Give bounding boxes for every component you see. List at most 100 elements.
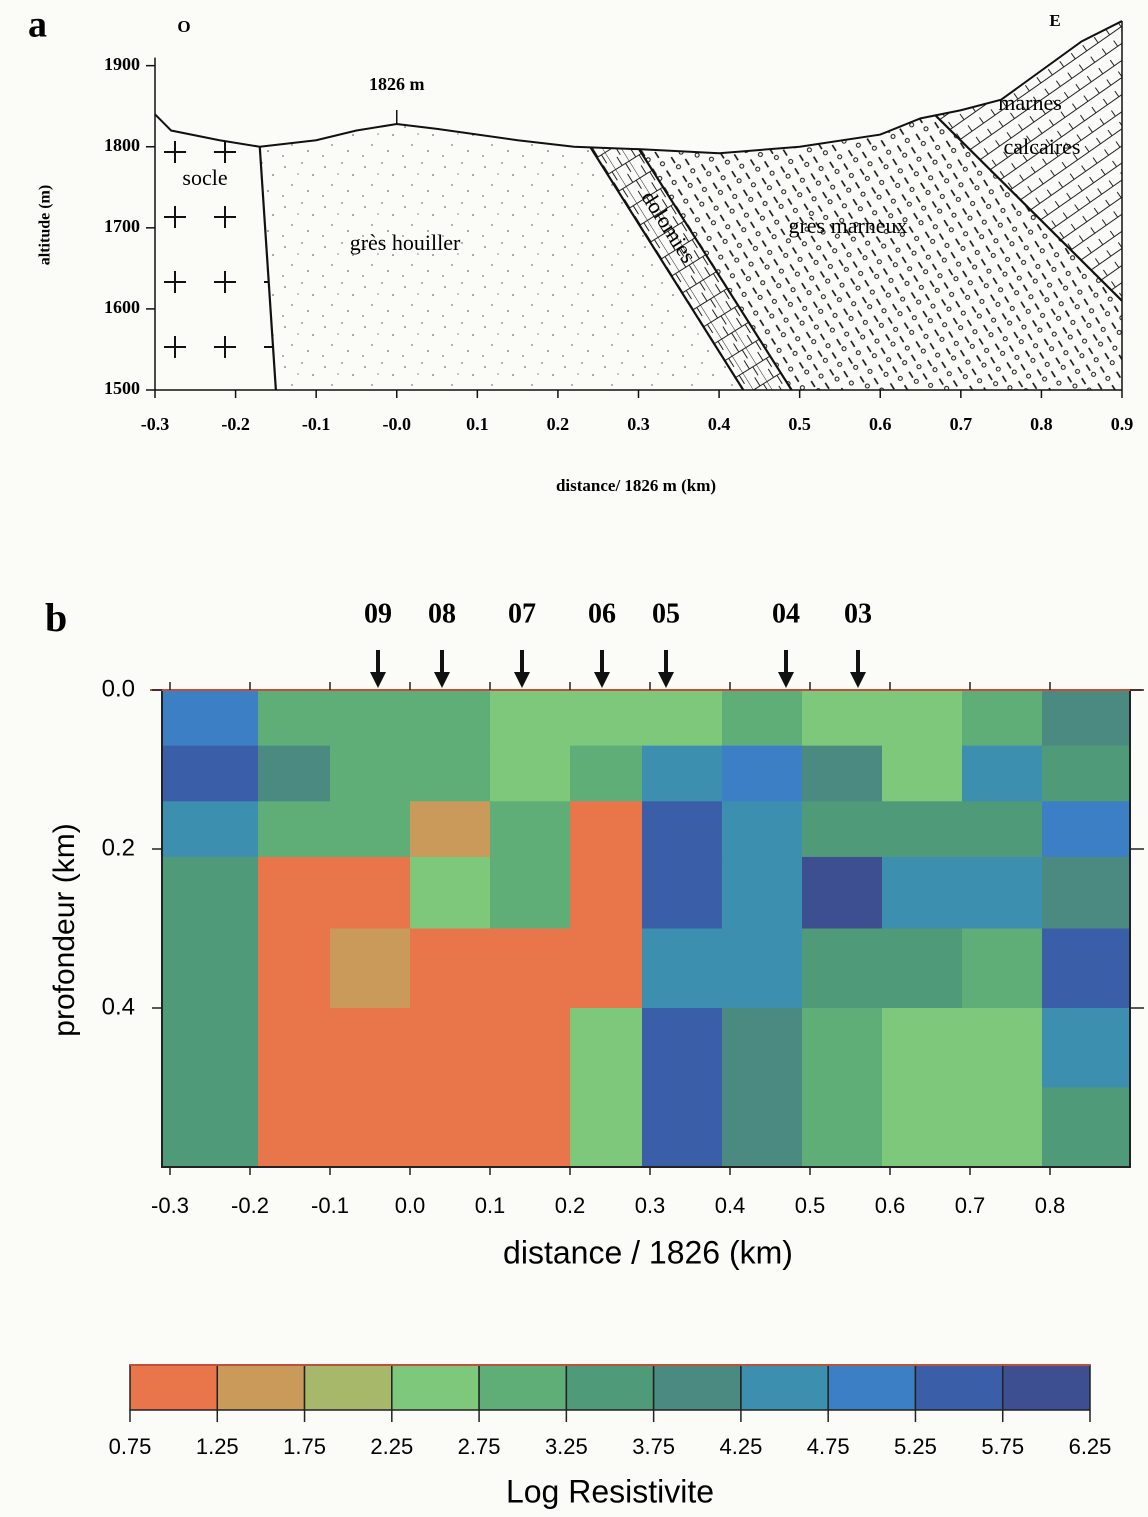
heatmap-cell xyxy=(490,928,571,1009)
heatmap-cell xyxy=(410,1008,491,1088)
unit-label: grès marneux xyxy=(788,213,907,238)
x-tick-label: -0.2 xyxy=(221,414,250,434)
heatmap-cell xyxy=(962,745,1043,802)
electrode-label: 03 xyxy=(844,598,872,629)
heatmap-cell xyxy=(330,1087,411,1168)
heatmap-cell xyxy=(1042,1008,1131,1088)
heatmap-cell xyxy=(162,1008,259,1088)
colorbar-tick-label: 6.25 xyxy=(1069,1434,1112,1459)
axis-title: distance / 1826 (km) xyxy=(503,1234,793,1270)
heatmap-cell xyxy=(882,928,963,1009)
electrode-arrow xyxy=(778,672,794,688)
x-tick-label: -0.2 xyxy=(231,1193,269,1218)
colorbar-segment xyxy=(303,1364,393,1411)
x-tick-label: 0.1 xyxy=(475,1193,506,1218)
heatmap-cell xyxy=(330,745,411,802)
x-tick-label: 0.9 xyxy=(1111,414,1134,434)
heatmap-cell xyxy=(722,745,803,802)
electrode-arrow xyxy=(594,672,610,688)
x-tick-label: 0.3 xyxy=(627,414,650,434)
heatmap-cell xyxy=(882,745,963,802)
x-tick-label: -0.1 xyxy=(311,1193,349,1218)
x-tick-label: 0.5 xyxy=(795,1193,826,1218)
colorbar-title: Log Resistivite xyxy=(506,1473,714,1509)
electrode-label: 07 xyxy=(508,598,536,629)
x-tick-label: -0.1 xyxy=(302,414,331,434)
colorbar-tick-label: 1.25 xyxy=(196,1434,239,1459)
x-tick-label: 0.5 xyxy=(788,414,811,434)
direction-label: E xyxy=(1049,11,1060,30)
units xyxy=(155,21,1122,390)
heatmap-cell xyxy=(330,1008,411,1088)
colorbar-tick-label: 4.25 xyxy=(719,1434,762,1459)
heatmap-cell xyxy=(162,801,259,858)
colorbar-tick-label: 3.75 xyxy=(632,1434,675,1459)
heatmap-cell xyxy=(642,1087,723,1168)
heatmap-cell xyxy=(642,856,723,929)
y-tick-label: 1700 xyxy=(104,216,140,236)
heatmap-cell xyxy=(642,690,723,747)
x-tick-label: 0.7 xyxy=(950,414,973,434)
heatmap-cell xyxy=(570,1008,643,1088)
heatmap-cell xyxy=(642,801,723,858)
heatmap-cell xyxy=(962,690,1043,747)
colorbar-tick-label: 2.75 xyxy=(458,1434,501,1459)
heatmap-cell xyxy=(258,856,331,929)
heatmap-cell xyxy=(490,801,571,858)
heatmap-cell xyxy=(162,745,259,802)
colorbar-tick-label: 5.25 xyxy=(894,1434,937,1459)
heatmap-cell xyxy=(882,690,963,747)
unit-label: socle xyxy=(182,165,227,190)
colorbar-tick-label: 5.75 xyxy=(981,1434,1024,1459)
heatmap-cell xyxy=(410,1087,491,1168)
heatmap-cell xyxy=(490,1008,571,1088)
heatmap-cell xyxy=(570,928,643,1009)
heatmap-cell xyxy=(410,690,491,747)
colorbar-segment xyxy=(391,1364,480,1411)
colorbar-segment xyxy=(216,1364,306,1411)
colorbar-tick-label: 4.75 xyxy=(807,1434,850,1459)
heatmap-cell xyxy=(410,856,491,929)
heatmap-cell xyxy=(570,856,643,929)
heatmap-cell xyxy=(722,801,803,858)
heatmap-cell xyxy=(490,856,571,929)
heatmap-cell xyxy=(722,1008,803,1088)
colorbar-tick-label: 1.75 xyxy=(283,1434,326,1459)
x-tick-label: 0.4 xyxy=(715,1193,746,1218)
electrode-label: 04 xyxy=(772,598,800,629)
unit-label: marnes xyxy=(998,90,1062,115)
heatmap-cell xyxy=(642,928,723,1009)
heatmap-cell xyxy=(490,1087,571,1168)
electrode-arrow xyxy=(850,672,866,688)
heatmap-cell xyxy=(258,1008,331,1088)
unit-label: grès houiller xyxy=(350,230,461,255)
heatmap-cell xyxy=(330,801,411,858)
heatmap-cell xyxy=(722,1087,803,1168)
heatmap-cell xyxy=(882,856,963,929)
heatmap-cell xyxy=(570,690,643,747)
y-tick-label: 1800 xyxy=(104,135,140,155)
heatmap-cell xyxy=(162,1087,259,1168)
heatmap-cell xyxy=(1042,690,1131,747)
y-tick-label: 1600 xyxy=(104,297,140,317)
direction-label: O xyxy=(177,17,190,36)
colorbar-tick-label: 2.25 xyxy=(370,1434,413,1459)
geologic-unit xyxy=(155,21,276,390)
heatmap-cell xyxy=(802,690,883,747)
y-tick-label: 0.2 xyxy=(102,834,135,861)
unit-label: calcaires xyxy=(1004,134,1081,159)
heatmap-cell xyxy=(258,745,331,802)
contact-line xyxy=(589,146,745,390)
colorbar-segment xyxy=(652,1364,742,1411)
colorbar-segment xyxy=(914,1364,1004,1411)
x-tick-label: 0.4 xyxy=(708,414,731,434)
axis-title: altitude (m) xyxy=(37,185,54,265)
colorbar-segment xyxy=(129,1364,219,1411)
heatmap-cell xyxy=(258,690,331,747)
x-tick-label: 0.0 xyxy=(395,1193,426,1218)
electrode-label: 06 xyxy=(588,598,616,629)
heatmap-cell xyxy=(962,1087,1043,1168)
heatmap xyxy=(162,690,1131,1168)
x-tick-label: 0.7 xyxy=(955,1193,986,1218)
